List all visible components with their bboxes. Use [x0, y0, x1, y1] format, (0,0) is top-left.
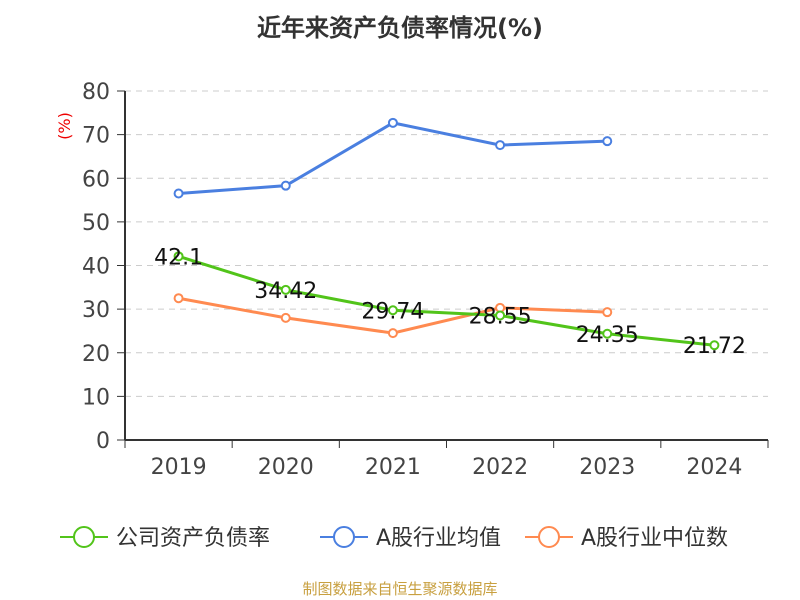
y-tick-label: 10: [82, 385, 110, 410]
series-line: [178, 121, 608, 196]
legend-label: A股行业中位数: [581, 526, 728, 551]
x-tick-label: 2019: [151, 455, 207, 480]
data-point: [495, 310, 506, 321]
data-point: [602, 136, 613, 147]
source-note: 制图数据来自恒生聚源数据库: [302, 580, 498, 598]
x-tick-label: 2023: [579, 455, 635, 480]
y-tick-label: 0: [96, 429, 110, 454]
y-tick-label: 50: [82, 211, 110, 236]
data-point: [173, 293, 184, 304]
y-tick-label: 70: [82, 124, 110, 149]
data-point: [280, 312, 291, 323]
data-point: [280, 284, 291, 295]
y-axis-label: (%): [55, 112, 74, 140]
y-tick-label: 40: [82, 255, 110, 280]
data-point: [495, 140, 506, 151]
x-tick-label: 2021: [365, 455, 421, 480]
data-label: 29.74: [361, 299, 424, 324]
legend-label: 公司资产负债率: [116, 526, 270, 551]
data-point: [602, 328, 613, 339]
data-point: [280, 180, 291, 191]
data-point: [173, 251, 184, 262]
data-point: [387, 117, 398, 128]
legend-marker: [73, 526, 95, 548]
legend-marker: [538, 526, 560, 548]
y-tick-label: 60: [82, 167, 110, 192]
data-point: [387, 305, 398, 316]
x-tick-label: 2020: [258, 455, 314, 480]
data-label: 34.42: [254, 279, 317, 304]
data-point: [173, 188, 184, 199]
data-label: 21.72: [683, 334, 746, 359]
x-tick-label: 2022: [472, 455, 528, 480]
x-tick-label: 2024: [686, 455, 742, 480]
data-point: [387, 328, 398, 339]
data-point: [709, 340, 720, 351]
data-label: 28.55: [469, 304, 532, 329]
legend-label: A股行业均值: [376, 526, 501, 551]
y-tick-label: 80: [82, 80, 110, 105]
data-label: 24.35: [576, 323, 639, 348]
chart-title: 近年来资产负债率情况(%): [257, 14, 543, 42]
y-tick-label: 20: [82, 342, 110, 367]
y-tick-label: 30: [82, 298, 110, 323]
data-point: [602, 307, 613, 318]
data-label: 42.1: [154, 245, 203, 270]
series-line: [178, 254, 715, 347]
legend-marker: [333, 526, 355, 548]
